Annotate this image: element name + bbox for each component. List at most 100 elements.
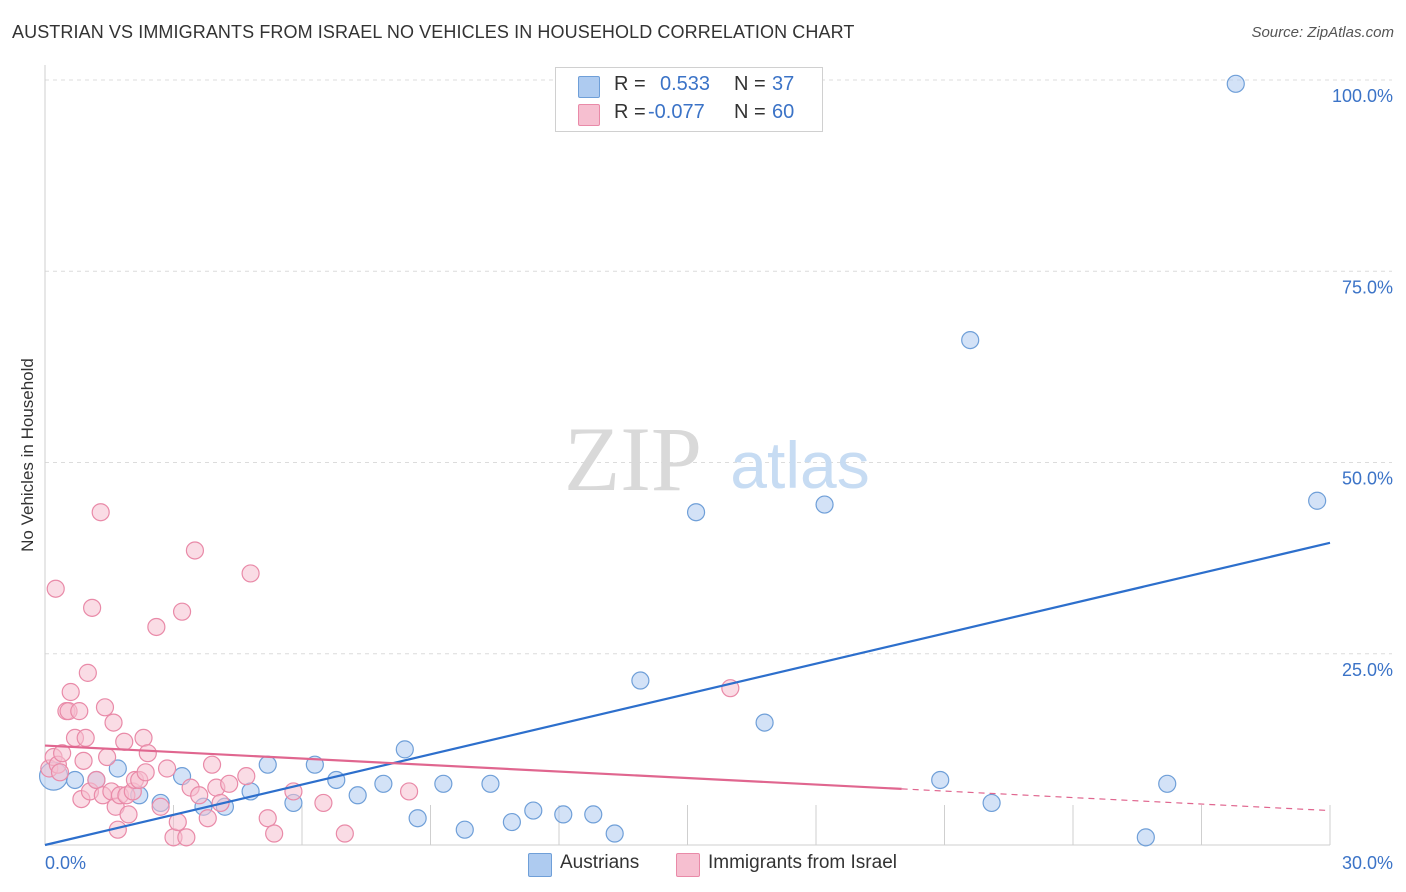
austrians-point	[455, 820, 474, 839]
bottom-legend-swatch-blue	[528, 853, 552, 877]
israel-point	[61, 682, 80, 702]
austrians-point	[686, 503, 706, 522]
israel-point	[258, 809, 277, 828]
israel-point	[98, 747, 117, 767]
austrians-point	[1308, 491, 1327, 510]
israel-point	[157, 759, 177, 778]
israel-point	[70, 702, 89, 721]
israel-point	[53, 744, 72, 763]
austrians-point	[374, 774, 393, 793]
israel-point	[399, 782, 419, 801]
austrians-point	[524, 801, 543, 820]
watermark-atlas: atlas	[730, 428, 869, 502]
bottom-legend-label: Immigrants from Israel	[708, 852, 897, 873]
israel-point	[104, 713, 123, 732]
israel-point	[220, 774, 239, 793]
israel-point	[76, 728, 95, 748]
watermark-zip: ZIP	[564, 408, 702, 510]
legend-r-label: R =	[614, 73, 646, 95]
israel-point	[241, 564, 260, 583]
austrians-point	[631, 671, 650, 690]
israel-point	[177, 828, 196, 847]
austrians-point	[108, 759, 127, 778]
israel-point	[185, 541, 205, 560]
austrians-point	[348, 786, 367, 805]
legend-n-label: N =	[734, 73, 766, 95]
israel-point	[147, 617, 166, 637]
austrians-point	[65, 770, 85, 790]
trend-layer	[44, 541, 1331, 847]
israel-point	[237, 767, 256, 786]
israel-point	[138, 744, 157, 763]
israel-point	[314, 793, 333, 813]
tick-label-layer: 25.0% 50.0% 75.0% 100.0% 0.0% 30.0%	[45, 86, 1393, 873]
israel-point	[134, 728, 153, 748]
x-tick-label: 30.0%	[1342, 853, 1393, 873]
israel-point	[74, 751, 93, 770]
austrians-point	[395, 740, 414, 759]
point-layer	[38, 74, 1327, 847]
israel-point	[198, 809, 217, 828]
israel-point	[172, 602, 192, 621]
austrians-point	[408, 809, 427, 828]
austrians-point	[1136, 828, 1155, 847]
bottom-legend-label: Austrians	[560, 852, 640, 873]
legend-swatch-pink	[578, 104, 600, 126]
austrians-point	[258, 755, 277, 774]
legend-n-label: N =	[734, 101, 766, 123]
israel-point	[265, 824, 284, 843]
axis-layer	[44, 65, 1331, 846]
austrians-point	[1158, 774, 1177, 793]
legend-row-austrians: R = 0.533 N = 37	[556, 73, 822, 101]
austrians-trend-line	[44, 541, 1331, 847]
legend-r-value: -0.077	[648, 101, 705, 123]
israel-point	[46, 579, 65, 598]
legend-n-value: 60	[772, 101, 795, 123]
israel-point	[202, 755, 222, 774]
austrians-point	[961, 331, 980, 350]
austrians-point	[584, 805, 603, 824]
y-tick-label: 75.0%	[1342, 277, 1393, 297]
israel-point	[83, 598, 102, 617]
watermark: ZIP atlas	[564, 408, 870, 510]
source-credit: Source: ZipAtlas.com	[1251, 24, 1394, 41]
austrians-point	[605, 824, 624, 843]
chart-title: AUSTRIAN VS IMMIGRANTS FROM ISRAEL NO VE…	[12, 22, 855, 42]
israel-point	[95, 698, 115, 717]
austrians-point	[755, 713, 774, 732]
austrians-point	[481, 774, 500, 793]
austrians-point	[502, 812, 521, 832]
correlation-legend: R = 0.533 N = 37 R = -0.077 N = 60	[555, 67, 823, 132]
legend-r-value: 0.533	[660, 73, 711, 95]
legend-n-value: 37	[772, 73, 795, 95]
israel-trend-line	[44, 744, 902, 790]
y-axis-label: No Vehicles in Household	[18, 358, 37, 552]
legend-r-label: R =	[614, 101, 646, 123]
israel-point	[78, 663, 97, 682]
y-tick-label: 50.0%	[1342, 469, 1393, 489]
austrians-point	[434, 774, 453, 793]
israel-point	[91, 503, 110, 522]
austrians-point	[931, 770, 950, 790]
israel-point	[87, 770, 106, 790]
legend-row-israel: R = -0.077 N = 60	[556, 101, 822, 129]
austrians-point	[815, 495, 834, 514]
legend-swatch-blue	[578, 76, 600, 98]
x-tick-label: 0.0%	[45, 853, 86, 873]
israel-trend-line-dashed	[901, 788, 1331, 812]
israel-point	[335, 824, 354, 843]
israel-point	[119, 805, 138, 824]
israel-point	[136, 763, 155, 782]
austrians-point	[1226, 74, 1245, 93]
israel-point	[50, 763, 70, 782]
grid-layer	[45, 79, 1392, 655]
israel-point	[151, 797, 170, 816]
austrians-point	[982, 793, 1001, 813]
israel-point	[115, 732, 134, 751]
austrians-point	[554, 805, 573, 824]
israel-point	[190, 786, 209, 805]
y-tick-label: 100.0%	[1332, 86, 1393, 106]
bottom-legend-swatch-pink	[676, 853, 700, 877]
y-tick-label: 25.0%	[1342, 660, 1393, 680]
